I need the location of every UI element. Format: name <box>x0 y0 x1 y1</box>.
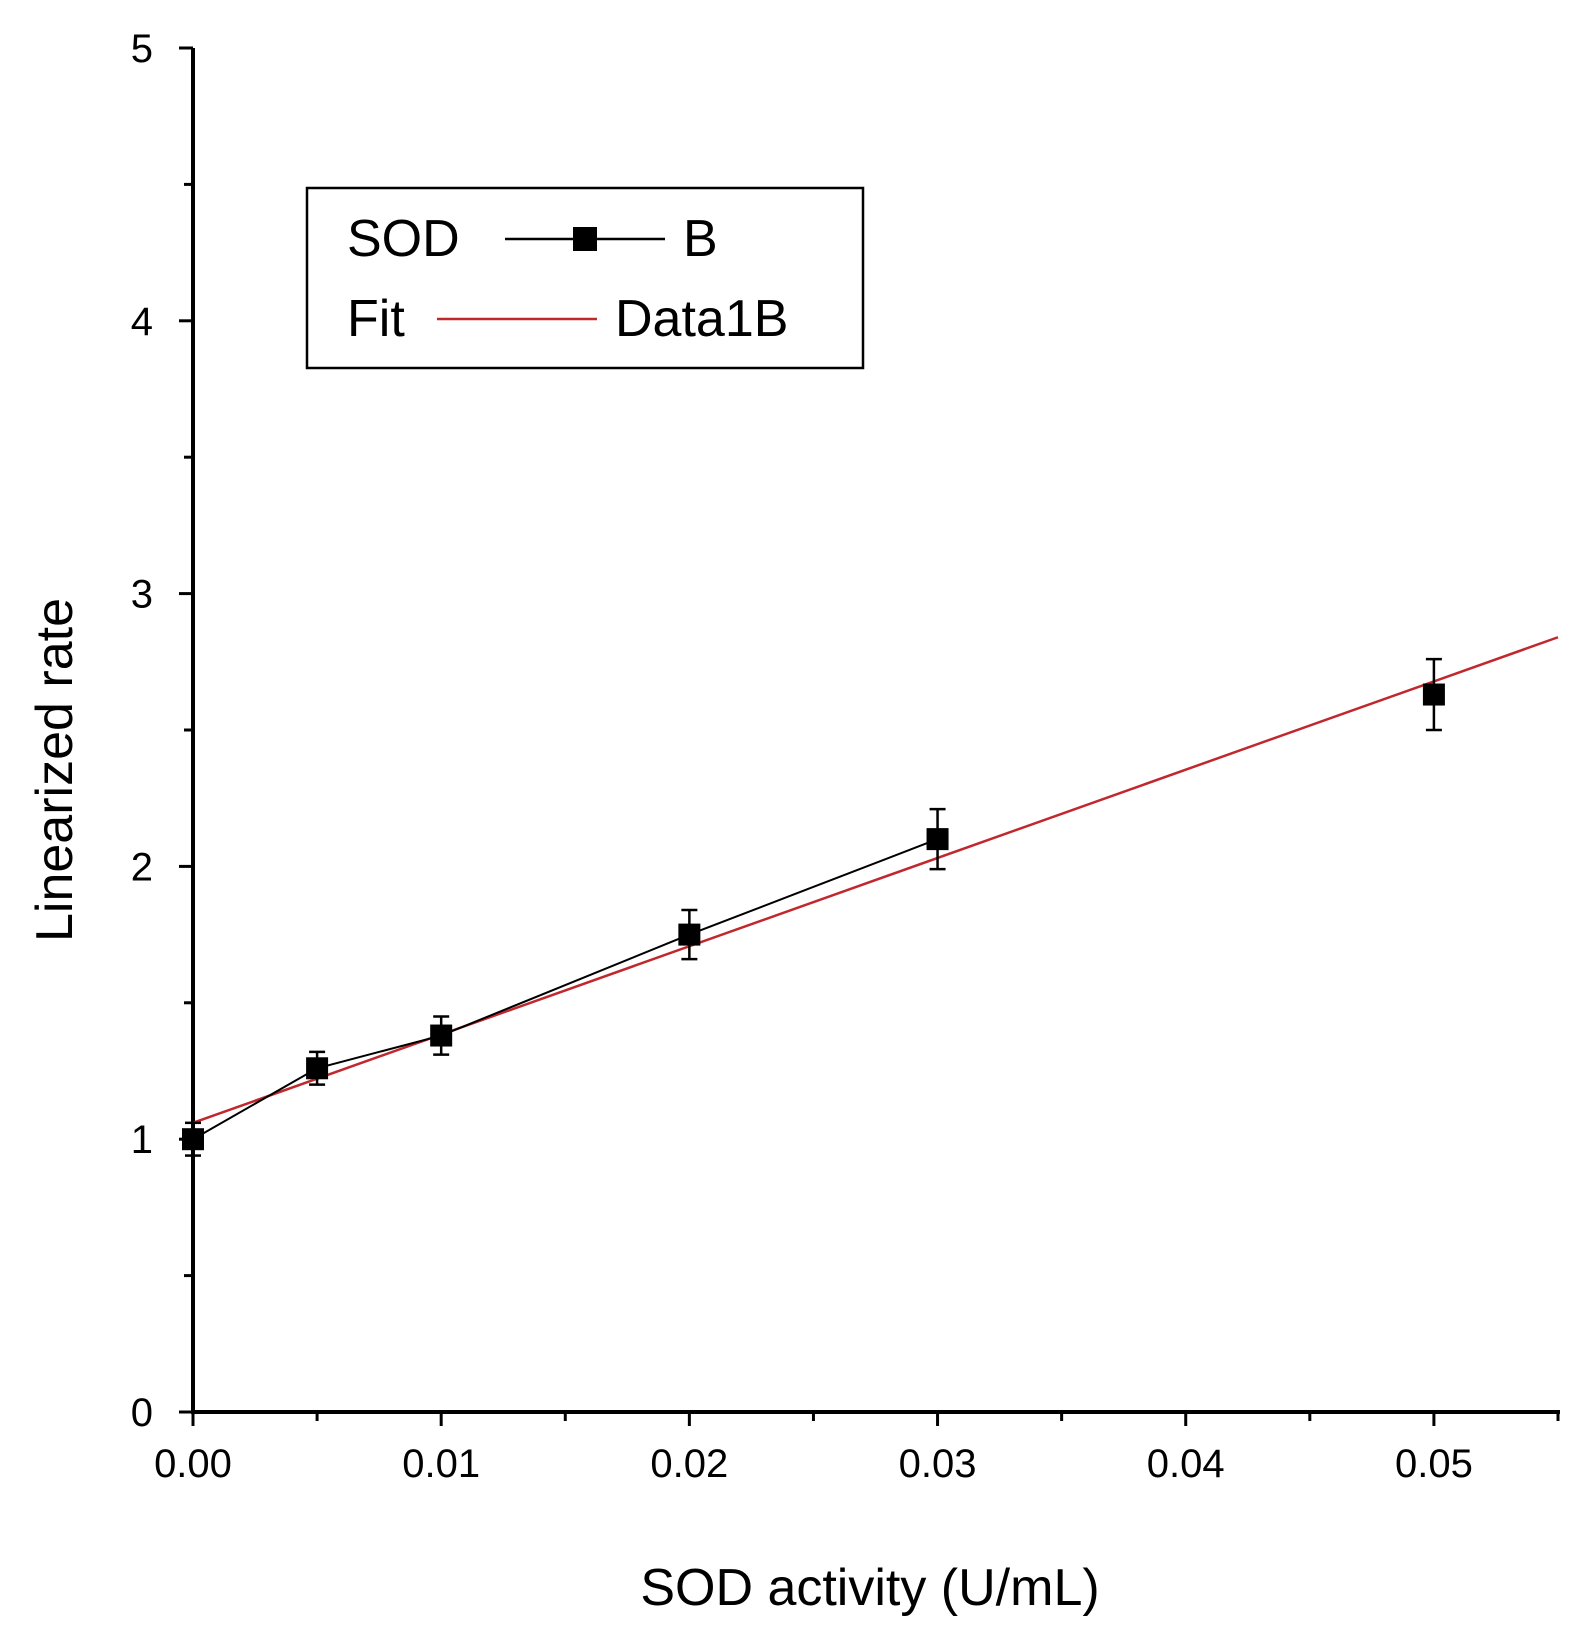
x-tick-label: 0.05 <box>1395 1442 1473 1486</box>
x-tick-label: 0.03 <box>899 1442 977 1486</box>
axes: 0.00 0.01 0.02 0.03 0.04 0.05 0 1 2 3 4 5 <box>131 27 1560 1486</box>
legend-label-data1b: Data1B <box>615 290 788 348</box>
fit-line-data1b <box>192 636 1559 1125</box>
legend-label-b: B <box>683 210 718 268</box>
legend-marker-b <box>573 227 597 251</box>
legend-label-sod: SOD <box>347 210 460 268</box>
data-point-marker <box>926 828 949 851</box>
fit-series <box>192 636 1559 1125</box>
y-tick-label: 2 <box>131 845 153 889</box>
x-tick-label: 0.00 <box>154 1442 232 1486</box>
x-tick-label: 0.01 <box>402 1442 480 1486</box>
data-point-marker <box>430 1024 453 1047</box>
legend: SOD B Fit Data1B <box>305 186 865 370</box>
y-tick-label: 5 <box>131 27 153 71</box>
x-tick-label: 0.04 <box>1147 1442 1225 1486</box>
y-tick-label: 4 <box>131 300 153 344</box>
x-axis-title: SOD activity (U/mL) <box>640 1559 1099 1617</box>
y-tick-label: 0 <box>131 1391 153 1435</box>
y-axis-title: Linearized rate <box>26 598 84 942</box>
x-tick-label: 0.02 <box>650 1442 728 1486</box>
y-tick-label: 1 <box>131 1118 153 1162</box>
data-point-marker <box>306 1057 329 1080</box>
legend-label-fit: Fit <box>347 290 405 348</box>
data-series <box>182 657 1445 1157</box>
y-tick-label: 3 <box>131 573 153 617</box>
data-point-marker <box>1422 683 1445 706</box>
legend-box <box>305 186 865 370</box>
data-point-marker <box>678 923 701 946</box>
data-point-marker <box>182 1128 204 1151</box>
